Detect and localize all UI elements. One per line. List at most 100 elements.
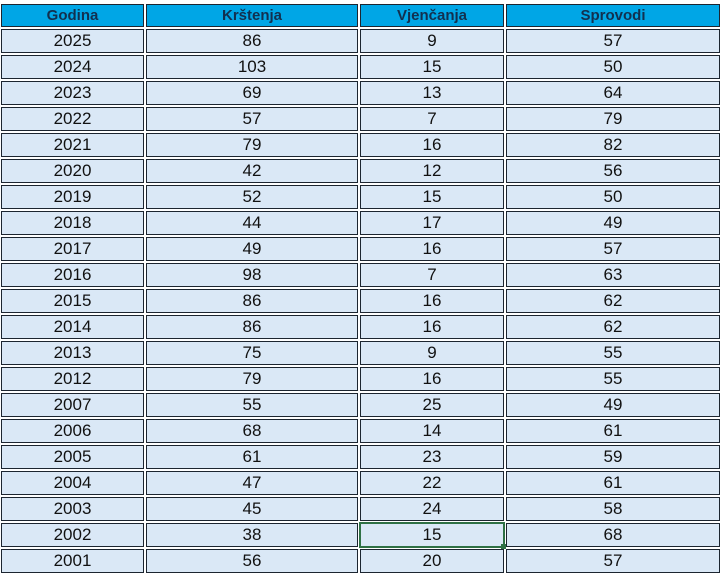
table-cell[interactable]: 2002	[1, 523, 144, 547]
table-cell[interactable]: 98	[146, 263, 358, 287]
table-cell[interactable]: 58	[506, 497, 720, 521]
table-cell[interactable]: 82	[506, 133, 720, 157]
table-cell[interactable]: 20	[360, 549, 504, 573]
table-cell[interactable]: 75	[146, 341, 358, 365]
column-header[interactable]: Vjenčanja	[360, 4, 504, 27]
table-cell[interactable]: 2018	[1, 211, 144, 235]
table-cell[interactable]: 56	[506, 159, 720, 183]
table-cell[interactable]: 2015	[1, 289, 144, 313]
column-header[interactable]: Krštenja	[146, 4, 358, 27]
table-cell[interactable]: 62	[506, 315, 720, 339]
table-cell[interactable]: 68	[506, 523, 720, 547]
table-cell[interactable]: 13	[360, 81, 504, 105]
table-cell[interactable]: 103	[146, 55, 358, 79]
table-cell[interactable]: 69	[146, 81, 358, 105]
table-cell[interactable]: 22	[360, 471, 504, 495]
table-cell[interactable]: 2021	[1, 133, 144, 157]
table-row: 2006 68 14 61	[1, 419, 720, 443]
table-cell[interactable]: 59	[506, 445, 720, 469]
table-cell[interactable]: 9	[360, 29, 504, 53]
table-cell[interactable]: 15	[360, 185, 504, 209]
column-header[interactable]: Godina	[1, 4, 144, 27]
table-cell[interactable]: 2001	[1, 549, 144, 573]
table-cell[interactable]: 50	[506, 55, 720, 79]
table-cell[interactable]: 61	[506, 419, 720, 443]
table-cell[interactable]: 42	[146, 159, 358, 183]
table-cell[interactable]: 16	[360, 289, 504, 313]
table-cell[interactable]: 2024	[1, 55, 144, 79]
table-cell[interactable]: 55	[146, 393, 358, 417]
table-cell[interactable]: 61	[506, 471, 720, 495]
table-cell[interactable]: 2003	[1, 497, 144, 521]
table-cell[interactable]: 2012	[1, 367, 144, 391]
column-header[interactable]: Sprovodi	[506, 4, 720, 27]
table-cell[interactable]: 16	[360, 315, 504, 339]
table-cell[interactable]: 38	[146, 523, 358, 547]
table-cell[interactable]: 61	[146, 445, 358, 469]
table-cell[interactable]: 2019	[1, 185, 144, 209]
table-cell[interactable]: 17	[360, 211, 504, 235]
table-cell[interactable]: 79	[146, 367, 358, 391]
table-cell[interactable]: 57	[506, 29, 720, 53]
table-cell[interactable]: 2007	[1, 393, 144, 417]
table-cell[interactable]: 14	[360, 419, 504, 443]
table-cell[interactable]: 86	[146, 315, 358, 339]
table-cell[interactable]: 63	[506, 263, 720, 287]
table-cell[interactable]: 2004	[1, 471, 144, 495]
table-cell[interactable]: 2022	[1, 107, 144, 131]
table-cell[interactable]: 49	[146, 237, 358, 261]
table-row: 2007 55 25 49	[1, 393, 720, 417]
table-cell[interactable]: 55	[506, 341, 720, 365]
table-cell[interactable]: 79	[506, 107, 720, 131]
table-cell[interactable]: 2023	[1, 81, 144, 105]
table-cell[interactable]: 7	[360, 263, 504, 287]
table-row: 2013 75 9 55	[1, 341, 720, 365]
table-cell[interactable]: 12	[360, 159, 504, 183]
table-cell[interactable]: 57	[506, 549, 720, 573]
table-cell[interactable]: 68	[146, 419, 358, 443]
table-cell[interactable]: 47	[146, 471, 358, 495]
table-cell[interactable]: 50	[506, 185, 720, 209]
table-cell[interactable]: 79	[146, 133, 358, 157]
table-cell[interactable]: 49	[506, 393, 720, 417]
table-row: 2004 47 22 61	[1, 471, 720, 495]
table-cell[interactable]: 16	[360, 237, 504, 261]
table-cell[interactable]: 62	[506, 289, 720, 313]
table-cell[interactable]: 2025	[1, 29, 144, 53]
table-cell[interactable]: 16	[360, 133, 504, 157]
table-row: 2003 45 24 58	[1, 497, 720, 521]
table-row: 2019 52 15 50	[1, 185, 720, 209]
table-row: 2018 44 17 49	[1, 211, 720, 235]
table-row: 2023 69 13 64	[1, 81, 720, 105]
table-cell[interactable]: 86	[146, 29, 358, 53]
table-cell[interactable]: 55	[506, 367, 720, 391]
table-cell[interactable]: 16	[360, 367, 504, 391]
table-cell[interactable]: 23	[360, 445, 504, 469]
table-cell[interactable]: 24	[360, 497, 504, 521]
table-cell[interactable]: 2014	[1, 315, 144, 339]
table-cell[interactable]: 2017	[1, 237, 144, 261]
table-cell[interactable]: 2013	[1, 341, 144, 365]
table-cell[interactable]: 2016	[1, 263, 144, 287]
table-row: 2005 61 23 59	[1, 445, 720, 469]
table-cell[interactable]: 86	[146, 289, 358, 313]
table-cell[interactable]: 2005	[1, 445, 144, 469]
table-cell[interactable]: 64	[506, 81, 720, 105]
selected-cell[interactable]: 15	[359, 522, 506, 549]
table-row: 2015 86 16 62	[1, 289, 720, 313]
table-cell[interactable]: 25	[360, 393, 504, 417]
table-cell[interactable]: 44	[146, 211, 358, 235]
table-cell[interactable]: 52	[146, 185, 358, 209]
table-cell[interactable]: 2020	[1, 159, 144, 183]
table-cell[interactable]: 57	[146, 107, 358, 131]
table-cell[interactable]: 2006	[1, 419, 144, 443]
table-cell[interactable]: 7	[360, 107, 504, 131]
table-cell[interactable]: 15	[360, 55, 504, 79]
table-cell[interactable]: 9	[360, 341, 504, 365]
table-cell[interactable]: 45	[146, 497, 358, 521]
table-cell[interactable]: 57	[506, 237, 720, 261]
table-cell[interactable]: 56	[146, 549, 358, 573]
table-cell[interactable]: 49	[506, 211, 720, 235]
table-row: 2014 86 16 62	[1, 315, 720, 339]
